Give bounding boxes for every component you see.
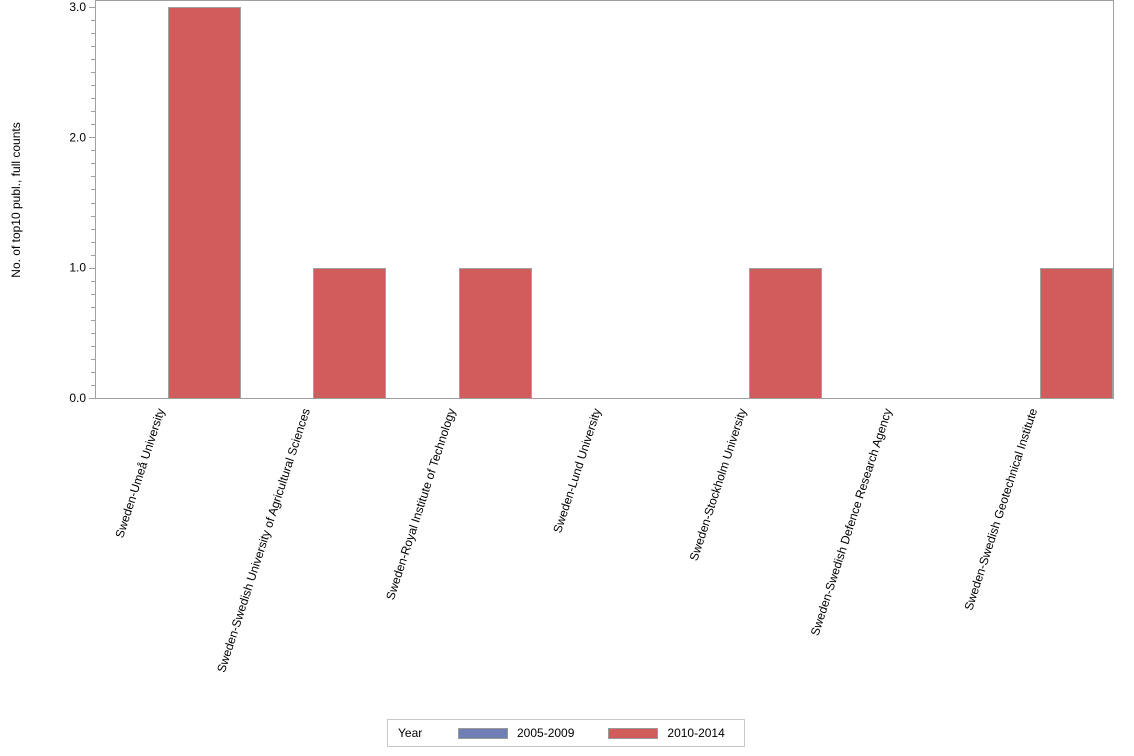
bar-2010-2014: [749, 268, 822, 399]
x-axis-labels: Sweden-Umeå University Sweden-Swedish Uni…: [112, 406, 1040, 674]
x-category-label: Sweden-Swedish University of Agricultura…: [214, 407, 313, 675]
legend-item-2010-2014: 2010-2014: [608, 726, 725, 740]
bar-2010-2014: [168, 7, 241, 399]
legend-label: 2010-2014: [667, 726, 725, 740]
y-axis: 0.0 1.0 2.0 3.0: [69, 0, 95, 405]
x-category-label: Sweden-Swedish Defence Research Agency: [808, 407, 895, 638]
x-category-label: Sweden-Royal Institute of Technology: [383, 407, 458, 602]
plot-area: [95, 0, 1114, 399]
legend-title: Year: [398, 726, 423, 740]
y-axis-title: No. of top10 publ., full counts: [9, 122, 23, 277]
bars: [168, 7, 1113, 399]
y-tick-label: 3.0: [69, 0, 86, 14]
legend-swatch-2010-2014: [608, 727, 659, 739]
legend: Year 2005-2009 2010-2014: [387, 719, 745, 747]
x-category-label: Sweden-Lund University: [550, 407, 604, 535]
x-category-label: Sweden-Swedish Geotechnical Institute: [961, 406, 1040, 612]
y-tick-label: 0.0: [69, 391, 86, 405]
legend-item-2005-2009: 2005-2009: [458, 726, 574, 740]
x-category-label: Sweden-Umeå University: [112, 407, 167, 540]
bar-2010-2014: [1040, 268, 1113, 399]
legend-swatch-2005-2009: [458, 727, 508, 739]
x-category-label: Sweden-Stockholm University: [687, 407, 750, 563]
legend-label: 2005-2009: [517, 726, 575, 740]
bar-2010-2014: [459, 268, 532, 399]
bar-2010-2014: [313, 268, 386, 399]
y-tick-label: 1.0: [69, 261, 86, 275]
y-tick-label: 2.0: [69, 130, 86, 144]
